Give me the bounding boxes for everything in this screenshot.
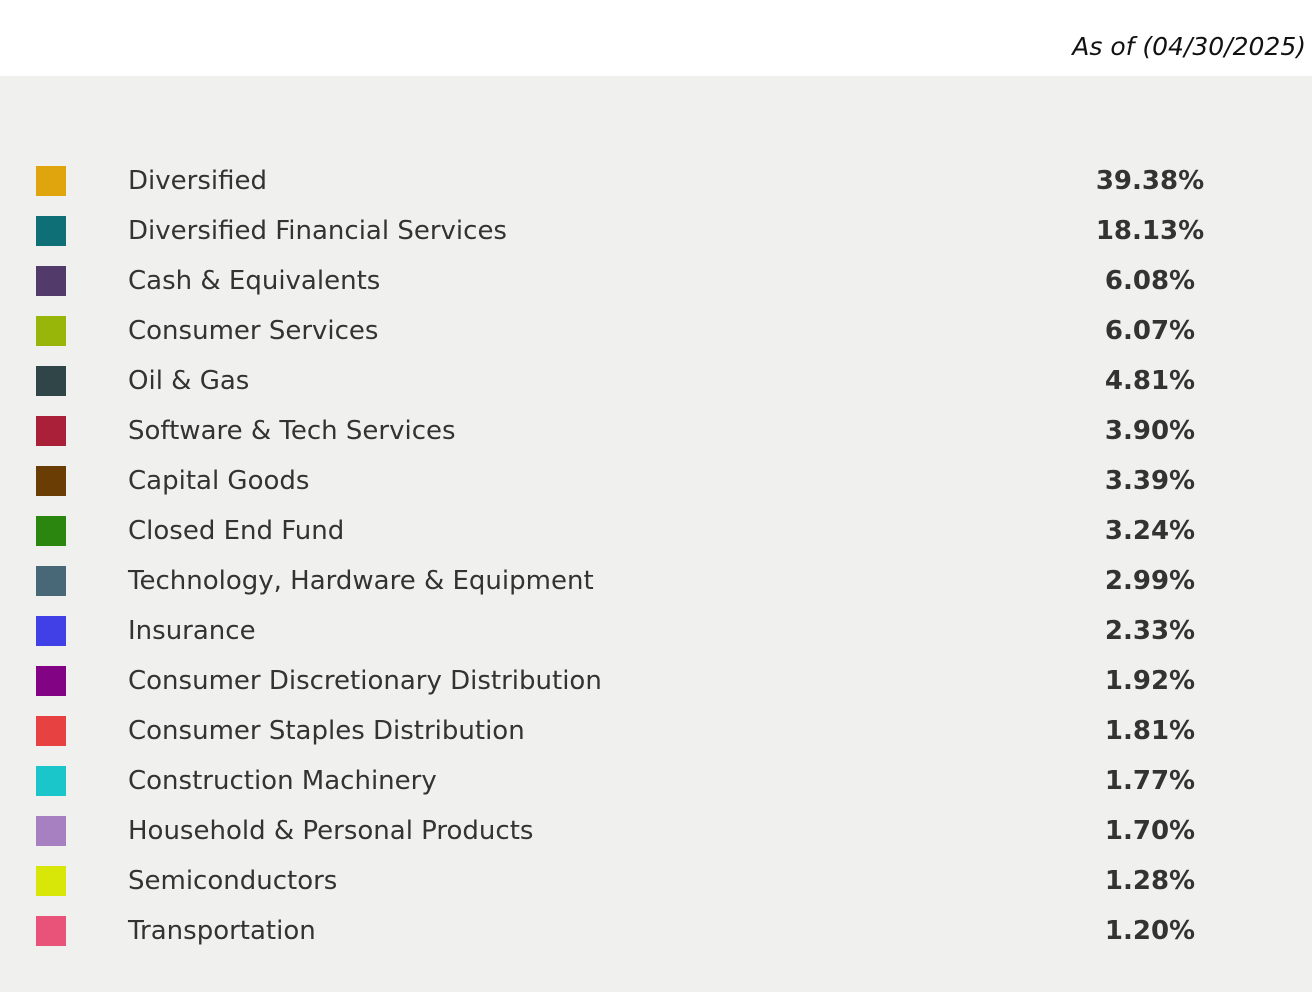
color-swatch xyxy=(36,466,66,496)
sector-weight: 1.92% xyxy=(1104,666,1196,696)
sector-label: Closed End Fund xyxy=(128,516,345,546)
color-swatch xyxy=(36,816,66,846)
sector-label: Consumer Services xyxy=(128,316,379,346)
color-swatch xyxy=(36,366,66,396)
sector-weight: 39.38% xyxy=(1095,166,1205,196)
sector-weight: 3.24% xyxy=(1104,516,1196,546)
allocation-row: Technology, Hardware & Equipment 2.99% xyxy=(0,556,1312,606)
sector-label: Household & Personal Products xyxy=(128,816,534,846)
color-swatch xyxy=(36,266,66,296)
sector-label: Oil & Gas xyxy=(128,366,250,396)
color-swatch xyxy=(36,916,66,946)
sector-weight: 6.08% xyxy=(1104,266,1196,296)
allocation-row: Insurance 2.33% xyxy=(0,606,1312,656)
sector-label: Consumer Staples Distribution xyxy=(128,716,525,746)
allocation-panel: Diversified 39.38% Diversified Financial S… xyxy=(0,76,1312,992)
sector-label: Diversified xyxy=(128,166,267,196)
sector-label: Cash & Equivalents xyxy=(128,266,381,296)
allocation-row: Transportation 1.20% xyxy=(0,906,1312,956)
sector-label: Insurance xyxy=(128,616,256,646)
color-swatch xyxy=(36,566,66,596)
sector-label: Diversified Financial Services xyxy=(128,216,507,246)
allocation-row: Oil & Gas 4.81% xyxy=(0,356,1312,406)
allocation-row: Consumer Staples Distribution 1.81% xyxy=(0,706,1312,756)
as-of-date: As of (04/30/2025) xyxy=(1072,32,1306,61)
allocation-row: Cash & Equivalents 6.08% xyxy=(0,256,1312,306)
allocation-row: Capital Goods 3.39% xyxy=(0,456,1312,506)
sector-label: Software & Tech Services xyxy=(128,416,456,446)
sector-label: Construction Machinery xyxy=(128,766,437,796)
color-swatch xyxy=(36,166,66,196)
sector-weight: 18.13% xyxy=(1095,216,1205,246)
color-swatch xyxy=(36,316,66,346)
sector-weight: 1.81% xyxy=(1104,716,1196,746)
sector-label: Semiconductors xyxy=(128,866,338,896)
color-swatch xyxy=(36,666,66,696)
color-swatch xyxy=(36,716,66,746)
sector-weight: 6.07% xyxy=(1104,316,1196,346)
sector-weight: 1.20% xyxy=(1104,916,1196,946)
sector-weight: 1.28% xyxy=(1104,866,1196,896)
sector-weight: 2.33% xyxy=(1104,616,1196,646)
sector-label: Capital Goods xyxy=(128,466,310,496)
color-swatch xyxy=(36,416,66,446)
color-swatch xyxy=(36,516,66,546)
allocation-row: Consumer Discretionary Distribution 1.92% xyxy=(0,656,1312,706)
color-swatch xyxy=(36,766,66,796)
sector-weight: 2.99% xyxy=(1104,566,1196,596)
allocation-row: Consumer Services 6.07% xyxy=(0,306,1312,356)
color-swatch xyxy=(36,216,66,246)
color-swatch xyxy=(36,616,66,646)
sector-weight: 3.90% xyxy=(1104,416,1196,446)
allocation-row: Closed End Fund 3.24% xyxy=(0,506,1312,556)
sector-label: Technology, Hardware & Equipment xyxy=(128,566,594,596)
allocation-row: Software & Tech Services 3.90% xyxy=(0,406,1312,456)
allocation-row: Semiconductors 1.28% xyxy=(0,856,1312,906)
sector-weight: 1.77% xyxy=(1104,766,1196,796)
allocation-row: Household & Personal Products 1.70% xyxy=(0,806,1312,856)
sector-label: Transportation xyxy=(128,916,316,946)
sector-weight: 3.39% xyxy=(1104,466,1196,496)
sector-label: Consumer Discretionary Distribution xyxy=(128,666,602,696)
allocation-row: Diversified 39.38% xyxy=(0,156,1312,206)
allocation-row: Construction Machinery 1.77% xyxy=(0,756,1312,806)
header-bar: As of (04/30/2025) xyxy=(0,0,1312,76)
allocation-row: Diversified Financial Services 18.13% xyxy=(0,206,1312,256)
color-swatch xyxy=(36,866,66,896)
sector-weight: 1.70% xyxy=(1104,816,1196,846)
sector-weight: 4.81% xyxy=(1104,366,1196,396)
